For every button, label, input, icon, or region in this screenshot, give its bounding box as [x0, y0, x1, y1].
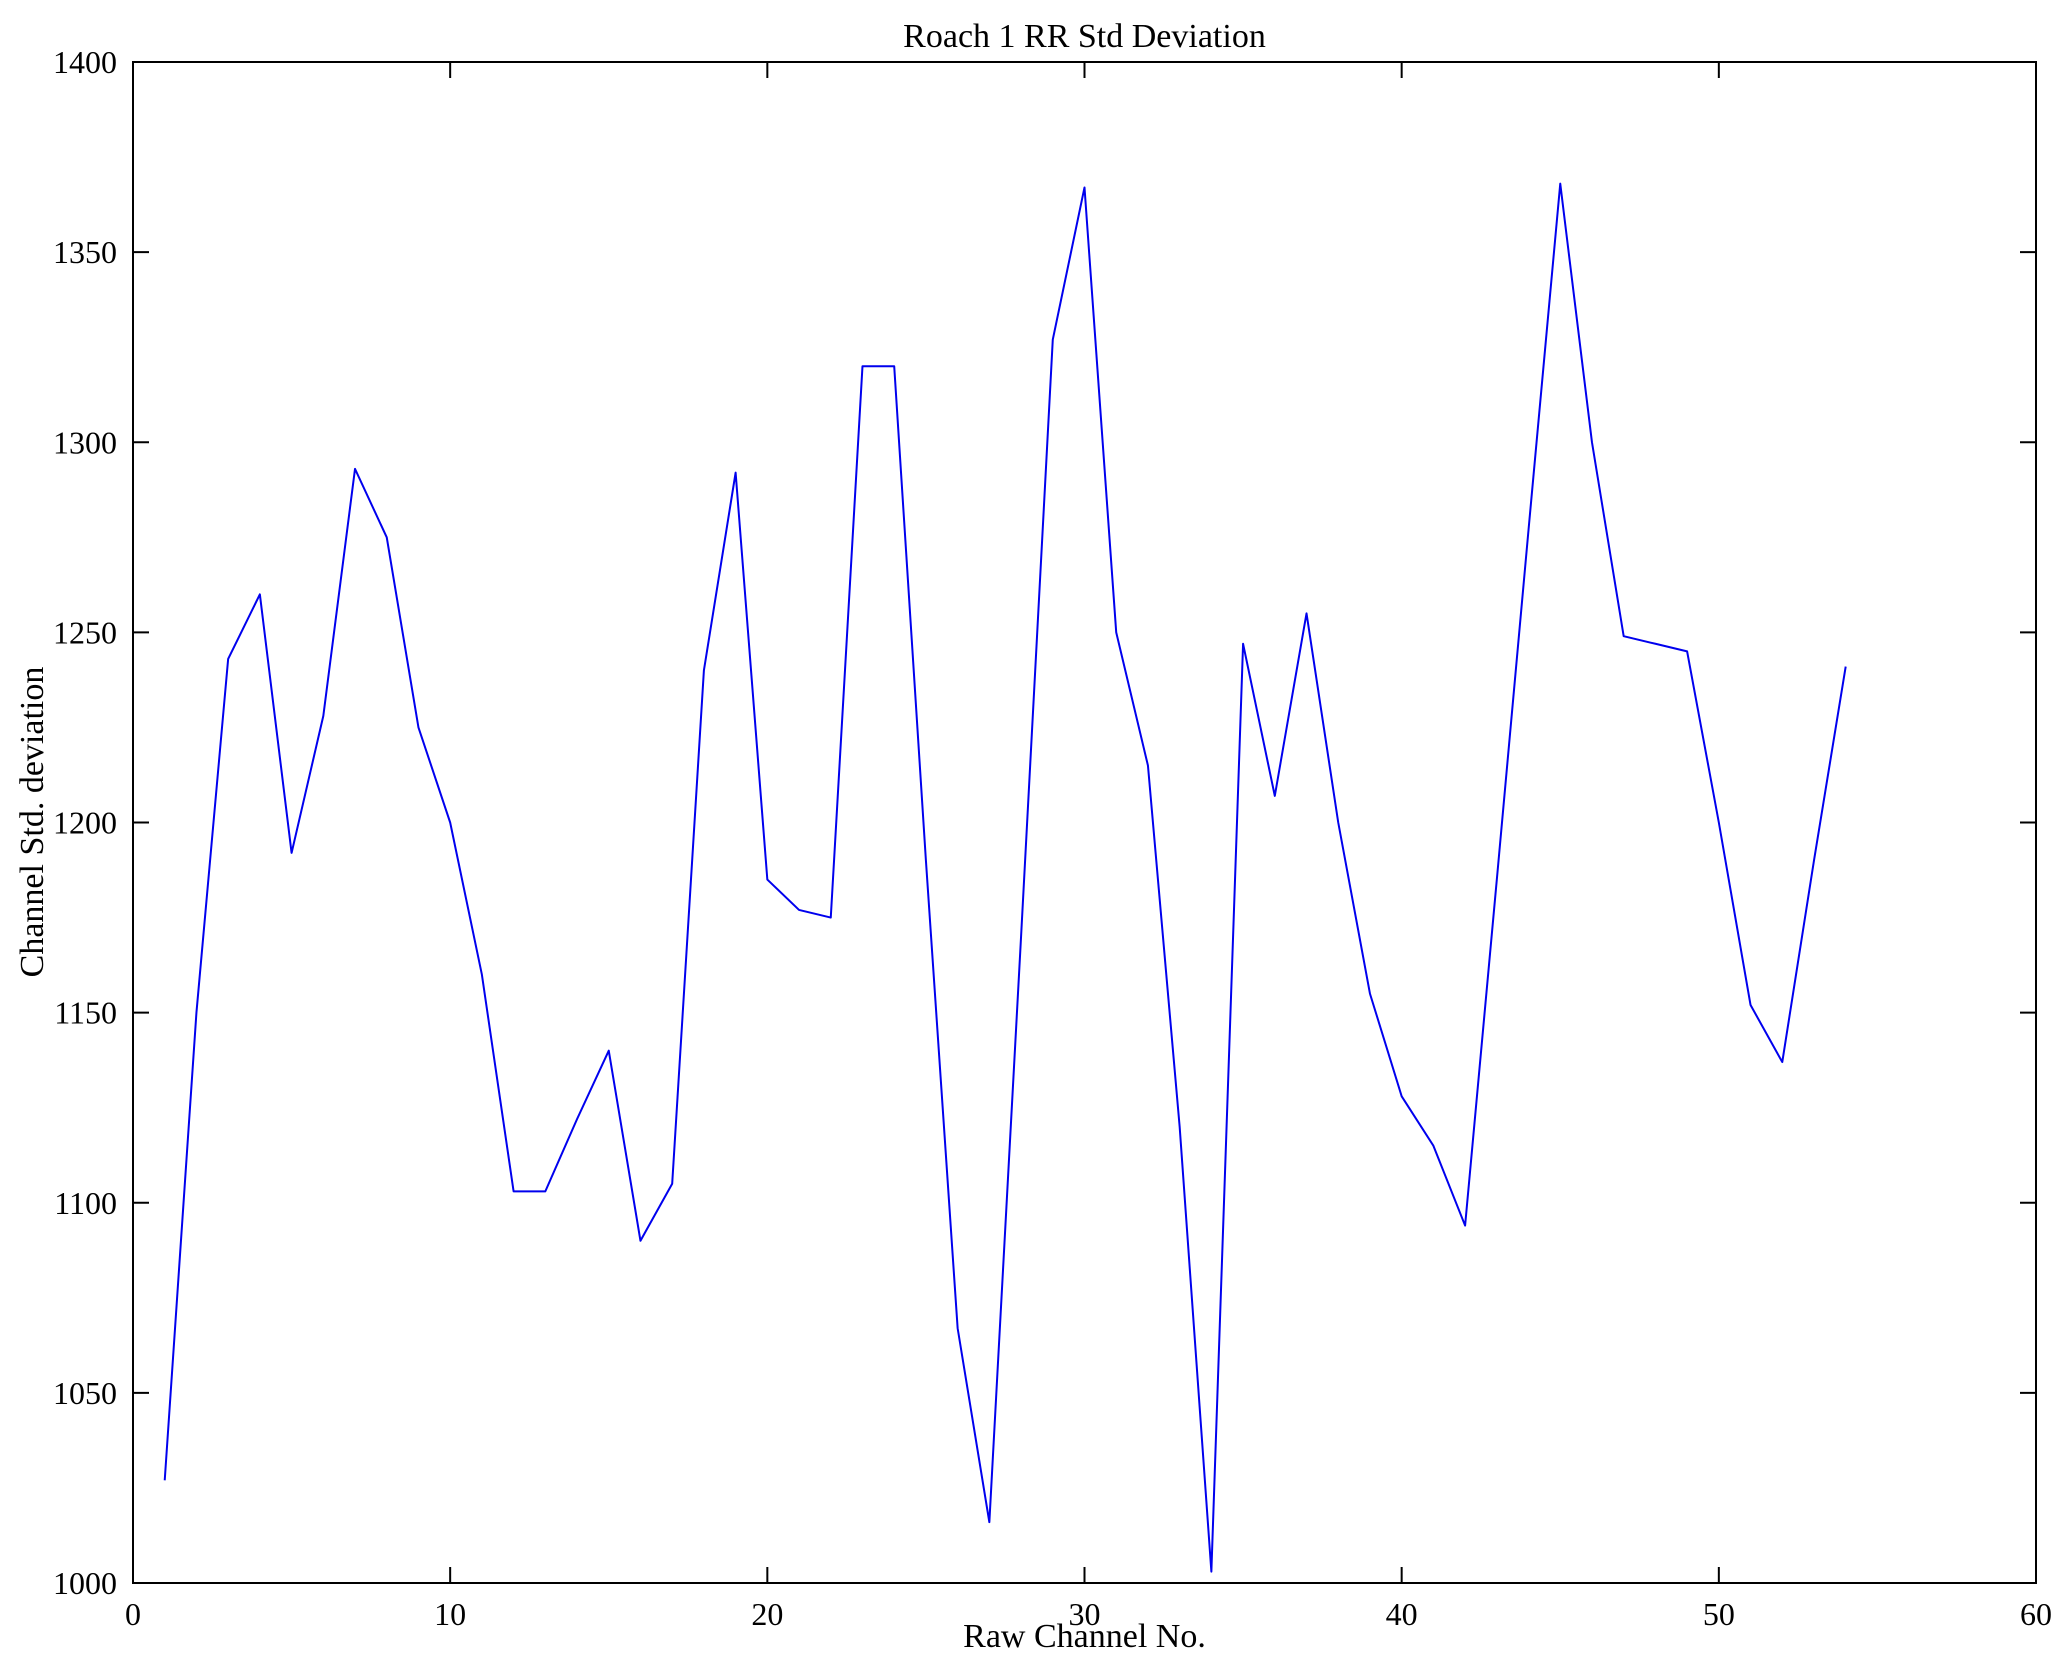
- x-tick-label: 20: [751, 1596, 783, 1632]
- y-tick-label: 1400: [53, 44, 117, 80]
- x-tick-label: 0: [125, 1596, 141, 1632]
- x-tick-label: 60: [2020, 1596, 2052, 1632]
- data-line: [163, 182, 1847, 1573]
- x-tick-label: 30: [1069, 1596, 1101, 1632]
- y-tick-label: 1200: [53, 805, 117, 841]
- chart-title: Roach 1 RR Std Deviation: [903, 18, 1266, 55]
- x-tick-label: 10: [434, 1596, 466, 1632]
- x-tick-label: 50: [1703, 1596, 1735, 1632]
- x-tick-label: 40: [1386, 1596, 1418, 1632]
- axes-box: [132, 61, 2037, 1584]
- y-tick-label: 1150: [54, 995, 117, 1031]
- x-axis-label: Raw Channel No.: [963, 1618, 1206, 1655]
- y-tick-label: 1350: [53, 234, 117, 270]
- y-tick-label: 1300: [53, 424, 117, 460]
- y-tick-label: 1000: [53, 1565, 117, 1601]
- y-tick-label: 1100: [54, 1185, 117, 1221]
- y-tick-label: 1050: [53, 1375, 117, 1411]
- y-tick-label: 1250: [53, 614, 117, 650]
